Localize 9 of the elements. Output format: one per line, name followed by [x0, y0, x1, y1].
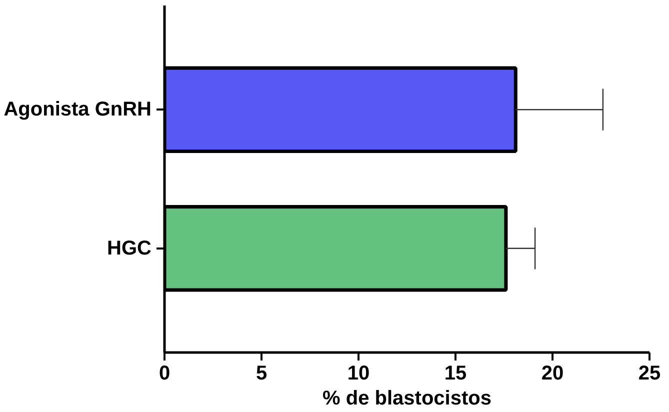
x-tick-label: 25 — [638, 362, 661, 384]
y-tick-label: Agonista GnRH — [4, 98, 152, 121]
x-tick-label: 5 — [256, 362, 268, 384]
x-tick-label: 20 — [541, 362, 564, 384]
x-tick-label: 10 — [347, 362, 370, 384]
x-axis-title: % de blastocistos — [322, 388, 492, 410]
x-tick-label: 15 — [444, 362, 467, 384]
x-tick-label: 0 — [158, 362, 170, 384]
y-tick-label: HGC — [107, 237, 152, 260]
